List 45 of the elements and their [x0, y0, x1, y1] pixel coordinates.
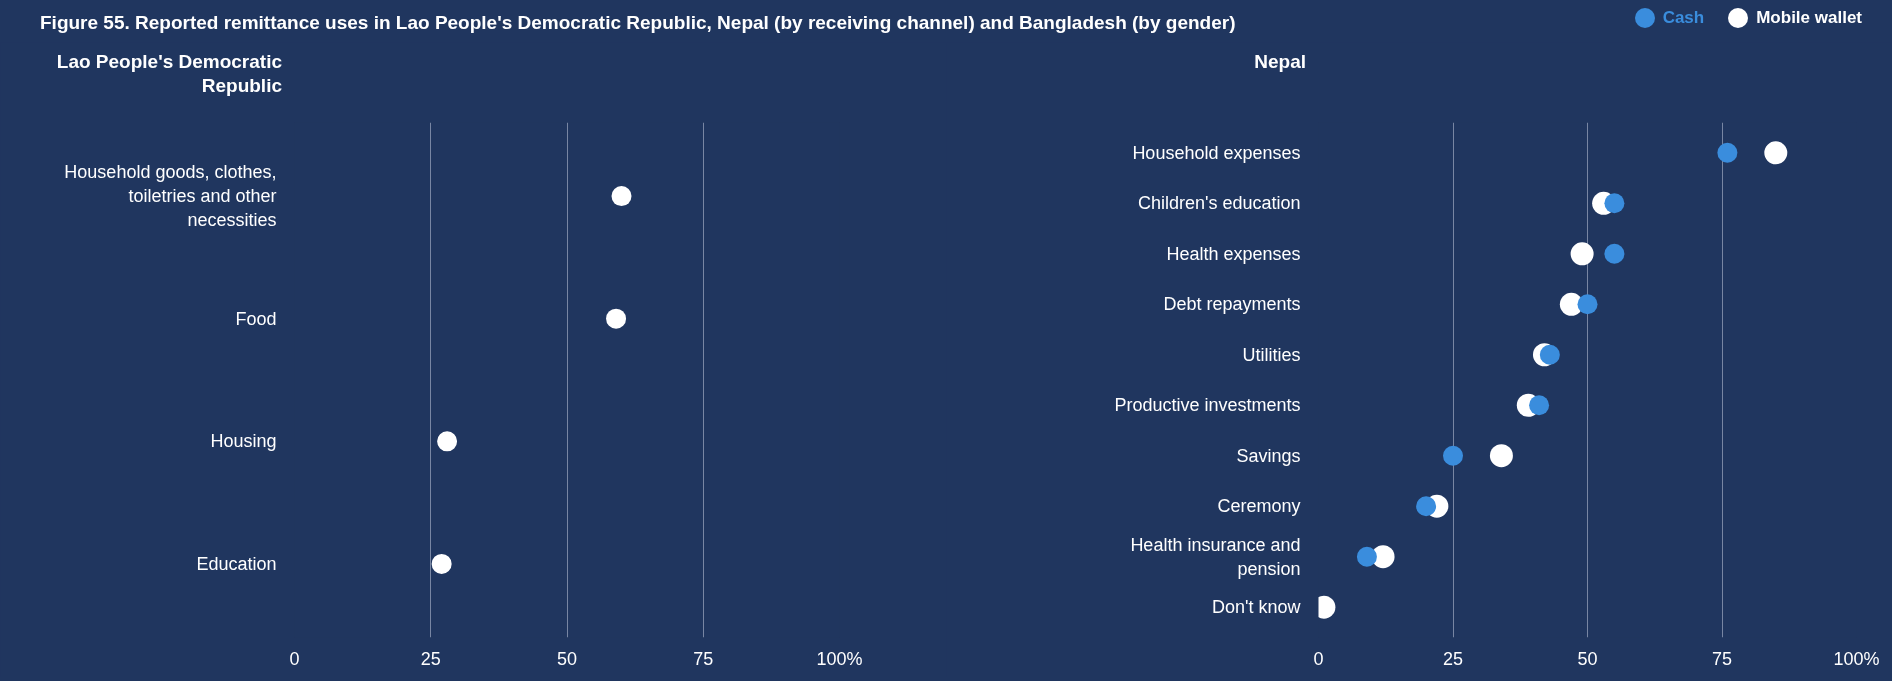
x-tick-label: 25 — [420, 648, 441, 669]
x-tick-label: 50 — [1577, 648, 1598, 669]
point — [1764, 141, 1788, 165]
point — [1570, 242, 1594, 266]
point — [1489, 444, 1513, 468]
x-tick-label: 25 — [1442, 648, 1464, 669]
point — [606, 308, 627, 329]
point — [431, 553, 452, 574]
y-tick-label: Health expenses — [1166, 243, 1301, 264]
x-tick-label: 50 — [556, 648, 578, 669]
y-tick-label: Household expenses — [1132, 142, 1301, 163]
legend-label: Cash — [1662, 8, 1705, 28]
y-tick-label: Children's education — [1137, 193, 1301, 214]
point — [1443, 445, 1463, 466]
point — [1604, 243, 1625, 264]
legend-label: Mobile wallet — [1756, 8, 1862, 28]
y-tick-label: Debt repayments — [1163, 294, 1301, 315]
x-tick-label: 75 — [693, 648, 714, 669]
chart-title: Lao People's Democratic Republic — [55, 50, 282, 98]
point — [1539, 344, 1560, 365]
y-tick-label: Utilities — [1242, 344, 1301, 365]
y-tick-label: Food — [235, 308, 277, 329]
x-tick-label: 100% — [816, 648, 863, 669]
y-tick-label: Savings — [1236, 445, 1301, 466]
x-tick-label: 0 — [1313, 648, 1324, 669]
y-tick-label: Education — [196, 553, 277, 574]
x-tick-label: 100% — [1833, 648, 1880, 669]
y-tick-label: Housing — [210, 431, 277, 452]
point — [611, 186, 632, 207]
point — [1604, 193, 1625, 214]
point — [1529, 395, 1550, 416]
point — [437, 431, 458, 452]
chart-title: Nepal — [1253, 50, 1306, 74]
y-tick-label: Household goods, clothes, toiletries and other necessities — [64, 162, 277, 231]
y-tick-label: Productive investments — [1114, 395, 1301, 416]
caption: Figure 55. Reported remittance uses in Lao People's Democratic Republic, Nepal (by receiving channel) and Bangladesh (by gender) — [40, 12, 1236, 33]
y-tick-label: Ceremony — [1217, 496, 1301, 517]
x-tick-label: 0 — [289, 648, 300, 669]
x-tick-label: 75 — [1711, 648, 1733, 669]
point — [1416, 496, 1437, 517]
point — [1577, 294, 1598, 315]
y-tick-label: Don't know — [1212, 597, 1302, 618]
y-tick-label: Health insurance and pension — [1130, 534, 1301, 579]
point — [1356, 546, 1377, 567]
point — [1717, 142, 1738, 163]
